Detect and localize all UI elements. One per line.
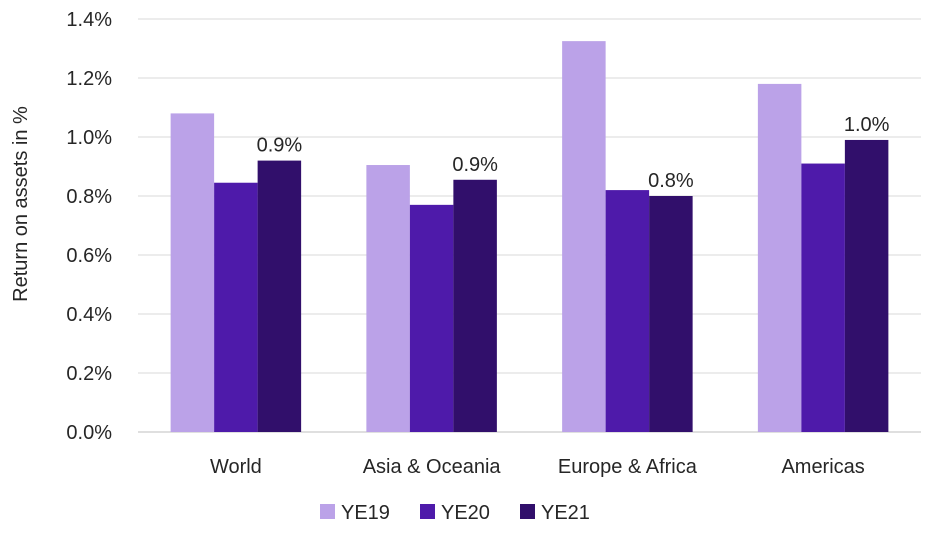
bar-ye21-2	[453, 179, 497, 432]
x-axis-category-labels: World Asia & Oceania Europe & Africa Americ…	[210, 456, 865, 478]
data-labels: 0.9% 0.9% 0.8% 1.0%	[257, 114, 890, 192]
bar-ye20-4	[801, 163, 845, 433]
bar-ye21-4	[844, 139, 889, 432]
legend-label-ye20: YE20	[441, 502, 490, 524]
y-tick-label: 0.2%	[66, 363, 112, 385]
legend-swatch-ye21	[520, 504, 535, 519]
bars	[170, 41, 889, 433]
bar-ye20-1	[214, 182, 258, 432]
x-category-label: Europe & Africa	[558, 456, 698, 478]
x-category-label: World	[210, 456, 262, 478]
data-label: 1.0%	[844, 114, 890, 136]
y-tick-label: 0.0%	[66, 422, 112, 444]
data-label: 0.9%	[452, 154, 498, 176]
bar-ye21-3	[649, 196, 693, 432]
y-tick-label: 1.0%	[66, 127, 112, 149]
bar-ye19-3	[562, 41, 606, 432]
y-tick-label: 1.2%	[66, 68, 112, 90]
bar-ye19-2	[366, 165, 410, 432]
legend: YE19 YE20 YE21	[320, 502, 590, 524]
data-label: 0.8%	[648, 170, 694, 192]
bar-ye20-3	[605, 190, 650, 432]
y-tick-label: 0.6%	[66, 245, 112, 267]
y-axis-tick-labels: 0.0% 0.2% 0.4% 0.6% 0.8% 1.0% 1.2% 1.4%	[66, 9, 112, 444]
y-tick-label: 0.8%	[66, 186, 112, 208]
y-axis-title: Return on assets in %	[10, 106, 32, 302]
y-tick-label: 1.4%	[66, 9, 112, 31]
y-tick-label: 0.4%	[66, 304, 112, 326]
data-label: 0.9%	[257, 135, 303, 157]
legend-label-ye19: YE19	[341, 502, 390, 524]
bar-ye20-2	[409, 204, 454, 432]
bar-ye19-4	[757, 83, 802, 433]
x-category-label: Americas	[781, 456, 864, 478]
bar-ye21-1	[257, 160, 302, 432]
legend-swatch-ye19	[320, 504, 335, 519]
legend-swatch-ye20	[420, 504, 435, 519]
legend-label-ye21: YE21	[541, 502, 590, 524]
x-category-label: Asia & Oceania	[363, 456, 502, 478]
bar-ye19-1	[170, 113, 215, 433]
